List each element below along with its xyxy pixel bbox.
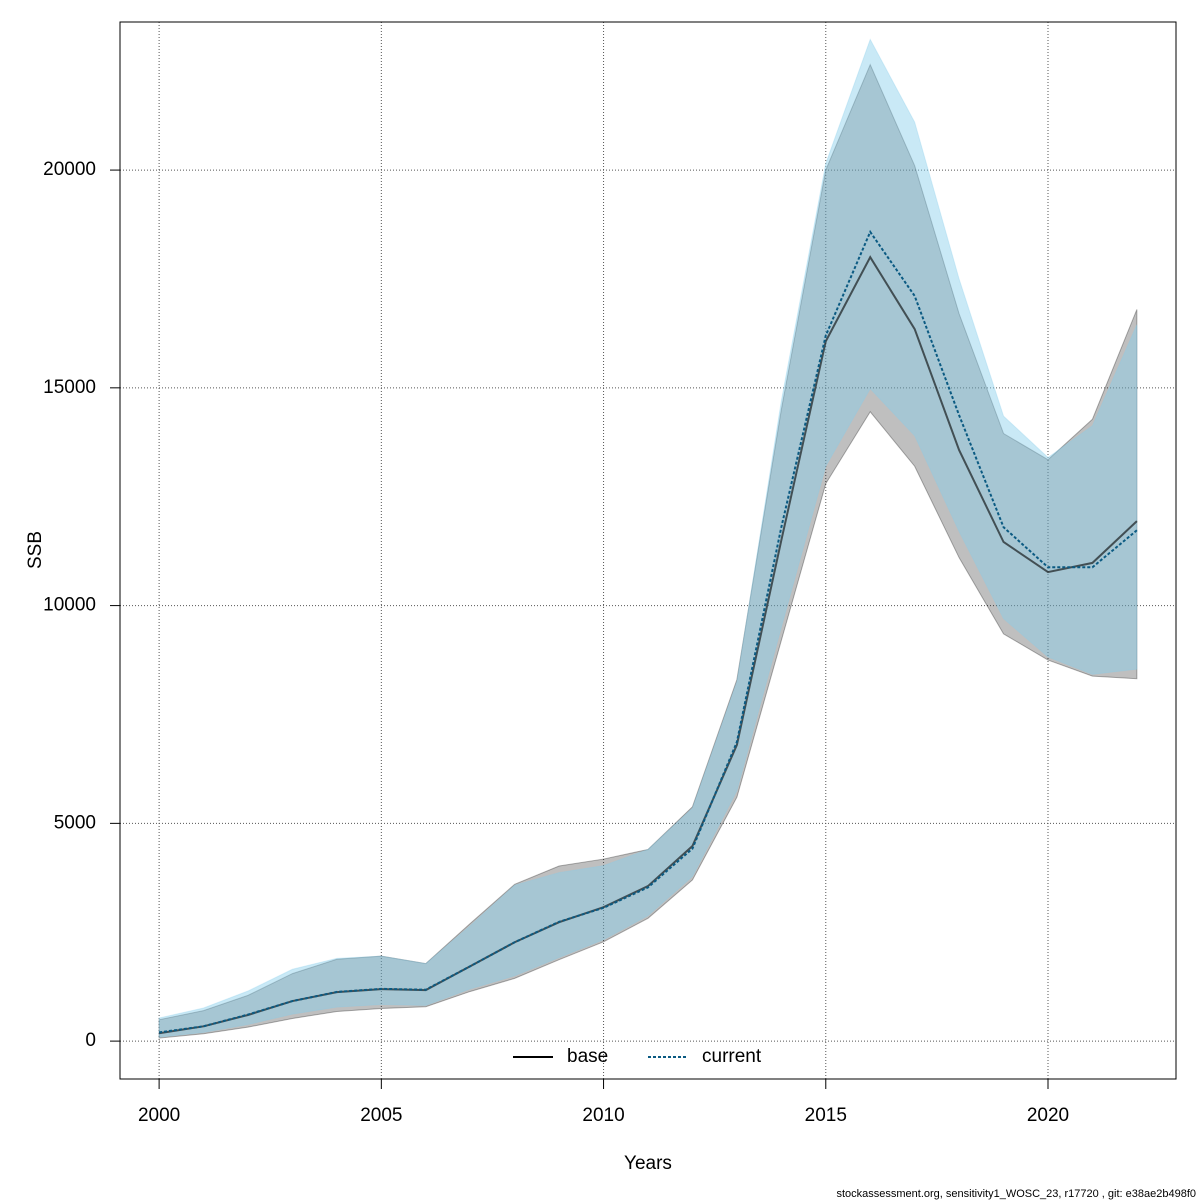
y-tick-label: 0 xyxy=(85,1030,96,1051)
x-tick-label: 2020 xyxy=(1027,1105,1069,1126)
x-tick-label: 2010 xyxy=(582,1105,624,1126)
series-line xyxy=(158,229,1138,1034)
y-axis-title: SSB xyxy=(25,531,46,569)
x-axis-title: Years xyxy=(624,1153,672,1174)
confidence-band xyxy=(158,63,1138,1039)
legend-label: current xyxy=(702,1046,762,1067)
y-tick-label: 10000 xyxy=(43,595,96,616)
y-tick-label: 20000 xyxy=(43,159,96,180)
plot-frame xyxy=(119,21,1177,1080)
legend-label: base xyxy=(567,1046,608,1067)
y-tick-label: 15000 xyxy=(43,377,96,398)
x-tick-label: 2005 xyxy=(360,1105,402,1126)
y-tick-label: 5000 xyxy=(54,812,96,833)
confidence-band xyxy=(158,38,1138,1038)
footnote: stockassessment.org, sensitivity1_WOSC_2… xyxy=(836,1188,1196,1200)
x-tick-label: 2000 xyxy=(138,1105,180,1126)
x-tick-label: 2015 xyxy=(805,1105,847,1126)
